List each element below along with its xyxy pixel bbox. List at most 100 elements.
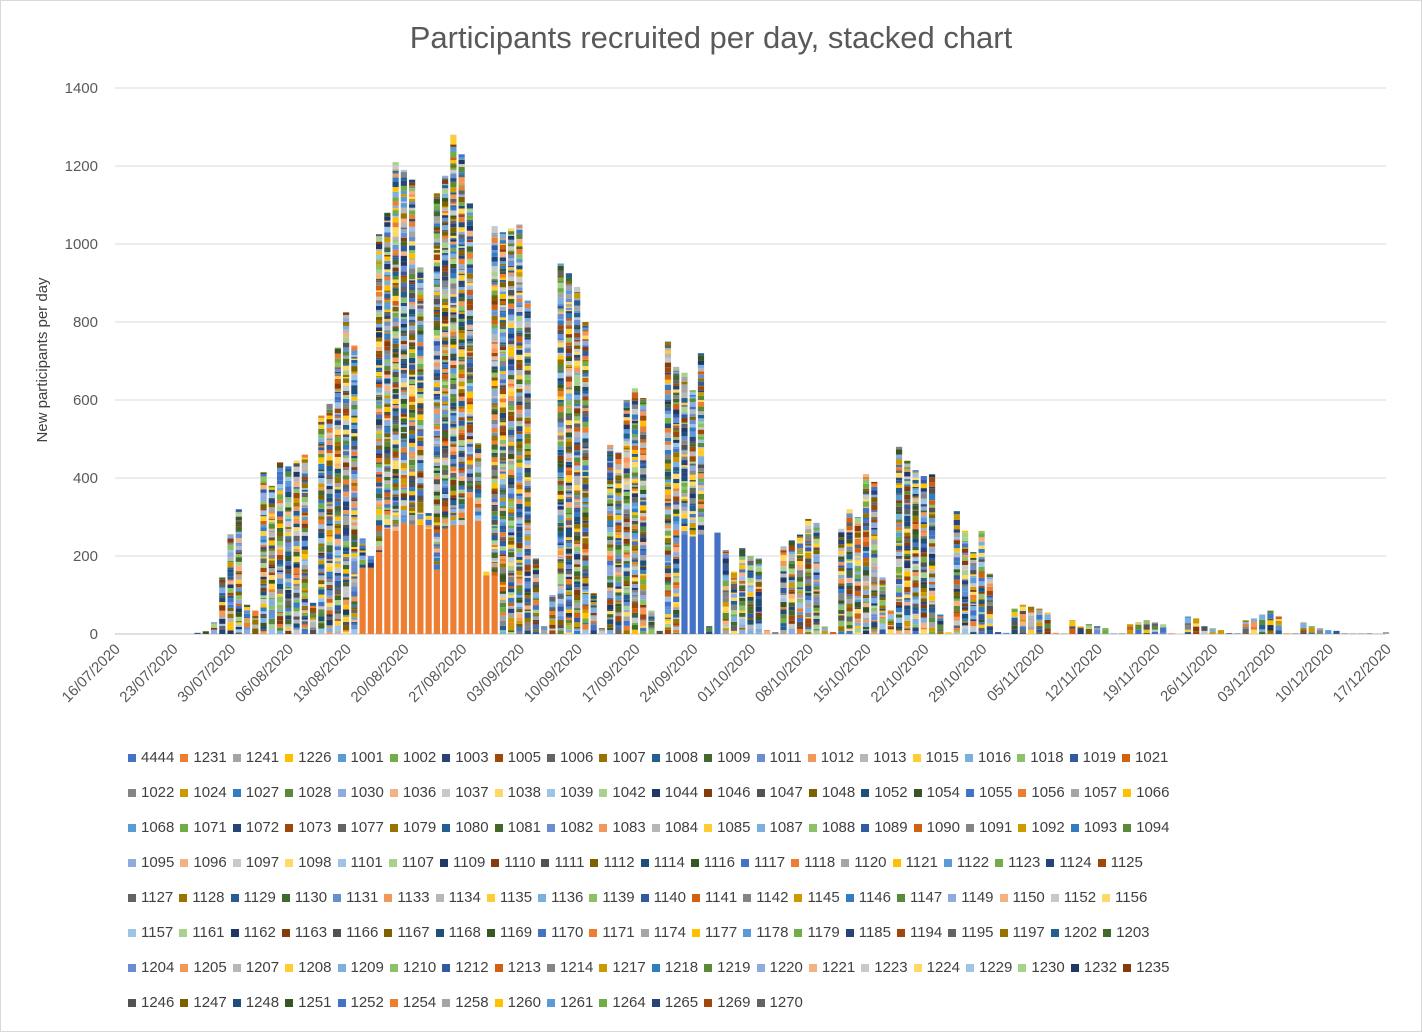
bar-segment — [747, 609, 754, 614]
bar-segment — [623, 429, 630, 434]
bar-segment — [557, 628, 564, 631]
bar-segment — [400, 286, 407, 292]
bar-segment — [342, 631, 350, 634]
bar-segment — [442, 487, 449, 493]
bar-segment — [739, 569, 746, 573]
bar-segment — [574, 528, 581, 531]
bar-segment — [524, 363, 531, 365]
bar-segment — [846, 509, 853, 514]
bar-segment — [590, 616, 597, 622]
bar-segment — [524, 555, 531, 560]
bar-segment — [351, 355, 358, 357]
bar-segment — [268, 575, 275, 580]
bar-segment — [359, 552, 366, 556]
bar-segment — [442, 515, 449, 518]
bar-segment — [557, 584, 564, 586]
bar-segment — [293, 546, 300, 549]
bar-segment — [334, 417, 341, 420]
bar-segment — [433, 335, 440, 338]
bar-segment — [755, 559, 762, 562]
bar-segment — [904, 599, 911, 603]
bar-segment — [384, 232, 391, 237]
bar-segment — [961, 609, 969, 611]
bar-segment — [565, 590, 573, 592]
bar-segment — [524, 479, 531, 481]
bar-segment — [433, 311, 440, 315]
bar-segment — [565, 371, 573, 376]
bar-segment — [334, 368, 341, 372]
bar-segment — [631, 538, 639, 541]
bar-segment — [607, 515, 614, 521]
bar-segment — [557, 559, 564, 562]
bar-segment — [351, 366, 358, 372]
bar-segment — [978, 619, 985, 623]
bar-segment — [862, 622, 870, 627]
bar-segment — [475, 448, 482, 454]
bar-segment — [409, 491, 416, 496]
bar-segment — [607, 462, 614, 468]
bar-segment — [285, 582, 292, 587]
bar-segment — [384, 488, 391, 490]
bar-segment — [673, 483, 680, 489]
bar-stack — [285, 466, 292, 634]
bar-segment — [640, 468, 647, 474]
bar-segment — [400, 255, 407, 262]
bar-segment — [557, 396, 564, 400]
bar-segment — [309, 602, 317, 606]
bar-segment — [351, 566, 358, 572]
bar-segment — [235, 520, 242, 523]
bar-segment — [574, 564, 581, 567]
bar-segment — [689, 481, 696, 486]
bar-segment — [516, 421, 523, 425]
bar-segment — [640, 607, 647, 610]
bar-segment — [697, 381, 705, 386]
bar-segment — [384, 446, 391, 450]
bar-segment — [268, 558, 275, 561]
bar-segment — [574, 521, 581, 525]
bar-segment — [565, 603, 573, 607]
bar-segment — [417, 477, 424, 484]
bar-segment — [433, 226, 440, 229]
bar-segment — [326, 595, 333, 599]
bar-segment — [904, 480, 911, 485]
bar-segment — [499, 356, 506, 359]
bar-segment — [458, 345, 465, 348]
bar-segment — [400, 323, 407, 328]
bar-segment — [920, 566, 927, 570]
bar-segment — [318, 571, 325, 574]
bar-segment — [450, 232, 457, 236]
bar-segment — [1151, 631, 1159, 634]
bar-segment — [491, 276, 498, 280]
bar-segment — [1052, 632, 1059, 634]
bar-segment — [574, 495, 581, 500]
bar-segment — [334, 546, 341, 551]
bar-segment — [409, 264, 416, 269]
bar-segment — [318, 487, 325, 491]
bar-segment — [565, 561, 573, 565]
y-tick-label: 800 — [73, 314, 98, 331]
bar-segment — [805, 541, 812, 543]
bar-segment — [392, 300, 399, 306]
bar-segment — [334, 620, 341, 623]
bar-segment — [442, 252, 449, 256]
bar-segment — [351, 604, 358, 608]
bar-segment — [912, 490, 919, 494]
bar-segment — [524, 584, 531, 589]
bar-segment — [516, 587, 523, 594]
bar-segment — [392, 331, 399, 337]
bar-segment — [508, 364, 515, 366]
bar-segment — [384, 251, 391, 255]
bar-segment — [516, 606, 523, 610]
bar-segment — [499, 306, 506, 312]
bar-stack — [1209, 628, 1216, 634]
bar-segment — [409, 502, 416, 505]
bar-segment — [524, 451, 531, 454]
bar-segment — [920, 592, 927, 597]
bar-segment — [854, 571, 861, 575]
bar-segment — [871, 562, 878, 567]
bar-segment — [450, 459, 457, 464]
bar-segment — [846, 530, 853, 533]
bar-segment — [846, 628, 853, 631]
bar-segment — [351, 625, 358, 630]
bar-segment — [301, 520, 308, 524]
